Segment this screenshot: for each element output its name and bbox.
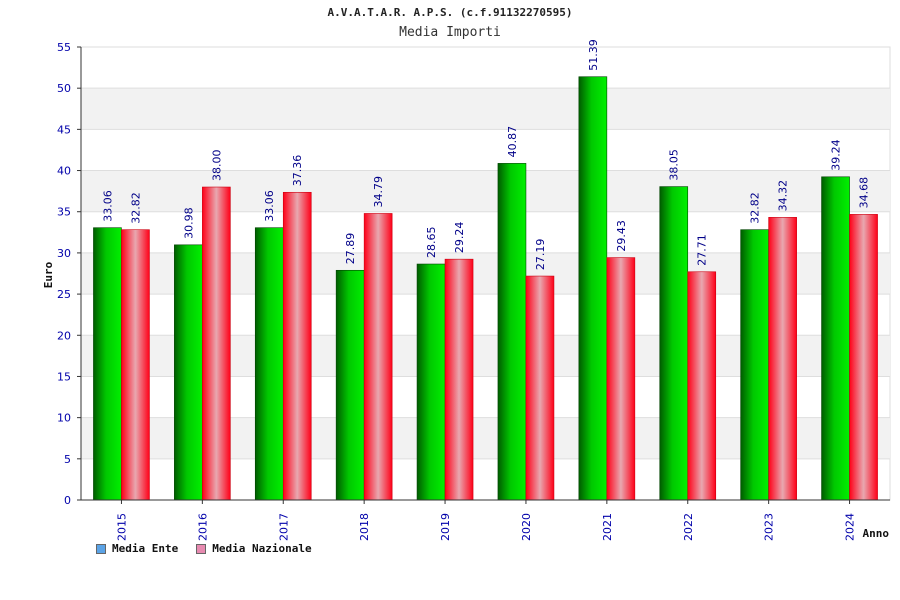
data-label-ente-2021: 51.39	[587, 39, 600, 71]
data-label-ente-2022: 38.05	[668, 149, 681, 181]
y-tick-label: 55	[57, 41, 71, 54]
y-tick-label: 30	[57, 247, 71, 260]
y-tick-label: 5	[64, 453, 71, 466]
data-label-nazionale-2016: 38.00	[210, 150, 223, 182]
legend-label-ente: Media Ente	[112, 542, 179, 555]
data-label-nazionale-2020: 27.19	[534, 239, 547, 271]
bar-nazionale-2016	[202, 186, 231, 501]
y-tick-label: 10	[57, 412, 71, 425]
bar-ente-2019	[416, 263, 446, 501]
data-label-nazionale-2023: 34.32	[777, 180, 790, 212]
y-tick-label: 25	[57, 288, 71, 301]
data-label-nazionale-2024: 34.68	[858, 177, 871, 209]
x-tick-label-2016: 2016	[196, 513, 209, 541]
bar-nazionale-2015	[121, 229, 150, 501]
x-tick-label-2015: 2015	[115, 513, 128, 541]
data-label-ente-2019: 28.65	[425, 227, 438, 259]
x-tick-label-2024: 2024	[844, 513, 857, 541]
legend-label-nazionale: Media Nazionale	[212, 542, 312, 555]
data-label-ente-2016: 30.98	[182, 207, 195, 239]
bar-nazionale-2018	[363, 213, 393, 501]
bar-ente-2016	[174, 244, 203, 501]
x-tick-label-2019: 2019	[439, 513, 452, 541]
data-label-ente-2015: 33.06	[101, 190, 114, 222]
data-label-ente-2020: 40.87	[506, 126, 519, 158]
data-label-nazionale-2018: 34.79	[372, 176, 385, 208]
legend: Media Ente Media Nazionale	[96, 542, 312, 555]
data-label-ente-2017: 33.06	[263, 190, 276, 222]
chart-subtitle: Media Importi	[399, 25, 501, 40]
y-tick-label: 40	[57, 165, 71, 178]
bar-ente-2023	[740, 229, 769, 501]
bar-nazionale-2019	[444, 258, 474, 501]
y-tick-label: 35	[57, 206, 71, 219]
bar-nazionale-2017	[282, 191, 312, 501]
y-tick-label: 45	[57, 123, 71, 136]
x-tick-label-2021: 2021	[601, 513, 614, 541]
data-label-nazionale-2022: 27.71	[696, 234, 709, 266]
bar-ente-2015	[93, 227, 122, 501]
data-label-nazionale-2019: 29.24	[453, 222, 466, 254]
chart-title: A.V.A.T.A.R. A.P.S. (c.f.91132270595)	[327, 6, 573, 19]
data-label-ente-2024: 39.24	[830, 139, 843, 171]
y-tick-label: 0	[64, 494, 71, 507]
y-axis-label: Euro	[42, 261, 55, 288]
legend-swatch-nazionale	[196, 543, 207, 554]
bar-ente-2022	[659, 186, 689, 501]
data-label-nazionale-2017: 37.36	[291, 155, 304, 187]
data-labels: 33.06 32.82 30.98 38.00 33.06 37.36 27.89 34.79…	[101, 39, 870, 270]
bar-nazionale-2024	[849, 214, 878, 501]
bar-ente-2020	[497, 163, 527, 501]
bar-nazionale-2020	[525, 275, 555, 501]
y-tick-label: 50	[57, 82, 71, 95]
legend-item-ente: Media Ente	[96, 542, 178, 555]
legend-swatch-ente	[96, 543, 106, 554]
legend-item-nazionale: Media Nazionale	[196, 542, 312, 555]
y-tick-label: 15	[57, 370, 71, 383]
bar-nazionale-2021	[606, 257, 636, 501]
data-label-ente-2018: 27.89	[344, 233, 357, 265]
x-tick-label-2017: 2017	[277, 513, 290, 541]
x-tick-label-2022: 2022	[682, 513, 695, 541]
axes: 0 5 10 15 20 25 30 35 40 45 50 55 2015 2016 2017 2018 20…	[57, 41, 890, 541]
x-tick-label-2020: 2020	[520, 513, 533, 541]
bar-ente-2017	[254, 227, 284, 501]
y-tick-label: 20	[57, 329, 71, 342]
x-tick-label-2023: 2023	[763, 513, 776, 541]
bar-nazionale-2023	[768, 217, 797, 501]
data-label-nazionale-2021: 29.43	[615, 220, 628, 252]
bars-group	[93, 76, 878, 501]
x-tick-label-2018: 2018	[358, 513, 371, 541]
bar-ente-2018	[335, 269, 365, 501]
x-axis-label: Anno	[863, 527, 890, 540]
data-label-nazionale-2015: 32.82	[129, 192, 142, 224]
bar-ente-2024	[821, 176, 850, 501]
data-label-ente-2023: 32.82	[749, 192, 762, 224]
bar-nazionale-2022	[687, 271, 717, 501]
plot-band	[81, 88, 890, 130]
bar-ente-2021	[578, 76, 608, 501]
